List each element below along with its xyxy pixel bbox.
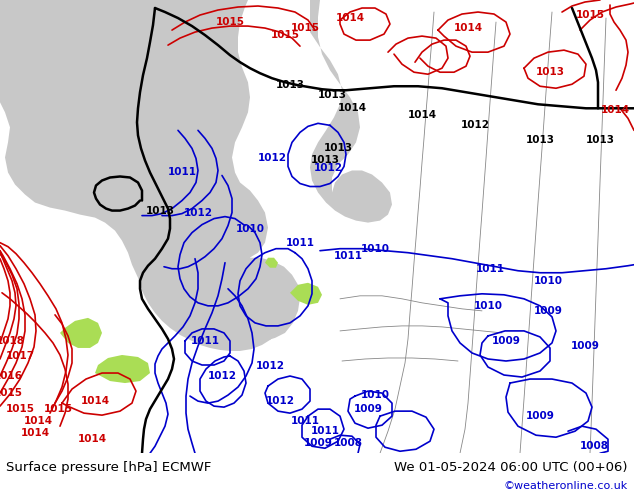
Text: We 01-05-2024 06:00 UTC (00+06): We 01-05-2024 06:00 UTC (00+06) bbox=[394, 462, 628, 474]
Text: 1014: 1014 bbox=[77, 434, 107, 444]
Text: 1013: 1013 bbox=[586, 135, 614, 146]
Text: 1014: 1014 bbox=[337, 103, 366, 113]
Text: 1015: 1015 bbox=[576, 10, 604, 20]
Text: 1008: 1008 bbox=[333, 438, 363, 448]
Polygon shape bbox=[290, 283, 322, 305]
Text: 1010: 1010 bbox=[235, 223, 264, 234]
Text: 1009: 1009 bbox=[571, 341, 599, 351]
Text: 1012: 1012 bbox=[460, 121, 489, 130]
Text: ©weatheronline.co.uk: ©weatheronline.co.uk bbox=[503, 481, 628, 490]
Text: 1012: 1012 bbox=[313, 164, 342, 173]
Text: 1013: 1013 bbox=[526, 135, 555, 146]
Text: 1013: 1013 bbox=[536, 67, 564, 77]
Polygon shape bbox=[60, 318, 102, 348]
Text: 1015: 1015 bbox=[290, 23, 320, 33]
Text: 1015: 1015 bbox=[0, 388, 22, 398]
Text: 1013: 1013 bbox=[318, 90, 347, 100]
Text: 1014: 1014 bbox=[335, 13, 365, 23]
Text: 1014: 1014 bbox=[20, 428, 49, 438]
Text: 1011: 1011 bbox=[476, 264, 505, 274]
Text: 1010: 1010 bbox=[533, 276, 562, 286]
Text: 1013: 1013 bbox=[323, 144, 353, 153]
Polygon shape bbox=[0, 0, 300, 351]
Text: 1009: 1009 bbox=[491, 336, 521, 346]
Text: 1014: 1014 bbox=[408, 110, 437, 121]
Text: Surface pressure [hPa] ECMWF: Surface pressure [hPa] ECMWF bbox=[6, 462, 212, 474]
Text: 1009: 1009 bbox=[534, 306, 562, 316]
Text: 1013: 1013 bbox=[145, 206, 174, 216]
Text: 1012: 1012 bbox=[266, 396, 295, 406]
Text: 1009: 1009 bbox=[526, 411, 555, 421]
Polygon shape bbox=[265, 258, 278, 268]
Text: 1012: 1012 bbox=[257, 153, 287, 164]
Text: 1011: 1011 bbox=[167, 168, 197, 177]
Text: 1010: 1010 bbox=[474, 301, 503, 311]
Text: 1009: 1009 bbox=[304, 438, 332, 448]
Text: 1012: 1012 bbox=[207, 371, 236, 381]
Text: 1013: 1013 bbox=[276, 80, 304, 90]
Text: 1015: 1015 bbox=[44, 404, 72, 414]
Text: 1015: 1015 bbox=[6, 404, 34, 414]
Text: 1014: 1014 bbox=[81, 396, 110, 406]
Text: 1014: 1014 bbox=[600, 105, 630, 115]
Polygon shape bbox=[310, 0, 392, 222]
Text: 1009: 1009 bbox=[354, 404, 382, 414]
Text: 1010: 1010 bbox=[361, 244, 389, 254]
Text: 1010: 1010 bbox=[361, 390, 389, 400]
Polygon shape bbox=[95, 355, 150, 383]
Text: 1016: 1016 bbox=[0, 371, 22, 381]
Text: 1011: 1011 bbox=[311, 426, 339, 436]
Text: 1008: 1008 bbox=[579, 441, 609, 451]
Text: 1012: 1012 bbox=[256, 361, 285, 371]
Text: 1011: 1011 bbox=[190, 336, 219, 346]
Text: 1011: 1011 bbox=[285, 238, 314, 247]
Text: 1018: 1018 bbox=[0, 336, 25, 346]
Text: 1011: 1011 bbox=[333, 251, 363, 261]
Text: 1013: 1013 bbox=[311, 155, 339, 166]
Text: 1017: 1017 bbox=[6, 351, 35, 361]
Text: 1011: 1011 bbox=[290, 416, 320, 426]
Text: 1015: 1015 bbox=[216, 17, 245, 27]
Text: 1014: 1014 bbox=[23, 416, 53, 426]
Text: 1014: 1014 bbox=[453, 23, 482, 33]
Text: 1015: 1015 bbox=[271, 30, 299, 40]
Text: 1012: 1012 bbox=[183, 208, 212, 218]
